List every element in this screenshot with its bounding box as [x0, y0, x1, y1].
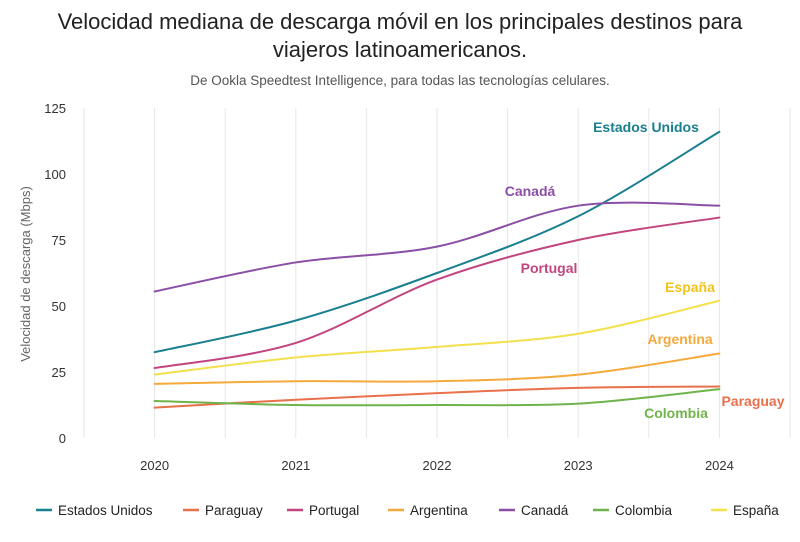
chart-title-line-1: Velocidad mediana de descarga móvil en l…	[57, 9, 743, 34]
y-tick-label: 0	[59, 431, 66, 446]
annotation-paraguay: Paraguay	[721, 393, 784, 409]
legend-label-colombia: Colombia	[615, 503, 673, 518]
annotation-espana: España	[665, 279, 715, 295]
x-tick-label: 2022	[423, 458, 452, 473]
annotation-colombia: Colombia	[644, 405, 708, 421]
y-tick-label: 25	[52, 365, 66, 380]
x-tick-label: 2021	[281, 458, 310, 473]
legend: Estados Unidos Paraguay Portugal Argentina C…	[36, 503, 779, 518]
legend-label-portugal: Portugal	[309, 503, 359, 518]
legend-label-espana: España	[733, 503, 779, 518]
y-tick-label: 100	[44, 167, 66, 182]
series-annotations: Estados Unidos Canadá Portugal España Argent…	[505, 119, 785, 421]
y-tick-label: 75	[52, 233, 66, 248]
legend-label-argentina: Argentina	[410, 503, 468, 518]
axis-ticks: 0 25 50 75 100 125 2020 2021 2022 2023 2024	[44, 101, 734, 473]
series-line-estados-unidos	[153, 130, 721, 354]
y-axis-label: Velocidad de descarga (Mbps)	[18, 186, 33, 362]
legend-label-estados-unidos: Estados Unidos	[58, 503, 153, 518]
series-line-argentina	[153, 352, 721, 385]
legend-label-paraguay: Paraguay	[205, 503, 263, 518]
series-lines	[153, 130, 721, 409]
annotation-argentina: Argentina	[647, 331, 713, 347]
annotation-estados-unidos: Estados Unidos	[593, 119, 699, 135]
legend-label-canada: Canadá	[521, 503, 569, 518]
chart-title-line-2: viajeros latinoamericanos.	[272, 37, 528, 62]
chart-subtitle: De Ookla Speedtest Intelligence, para to…	[190, 73, 610, 88]
series-line-colombia	[153, 388, 721, 407]
y-tick-label: 50	[52, 299, 66, 314]
series-line-espana	[153, 299, 721, 376]
chart-title: Velocidad mediana de descarga móvil en l…	[0, 8, 800, 64]
x-tick-label: 2024	[705, 458, 734, 473]
series-line-portugal	[153, 216, 721, 370]
y-tick-label: 125	[44, 101, 66, 116]
x-tick-label: 2023	[564, 458, 593, 473]
annotation-canada: Canadá	[505, 183, 556, 199]
series-line-canada	[153, 201, 721, 293]
annotation-portugal: Portugal	[521, 260, 578, 276]
x-tick-label: 2020	[140, 458, 169, 473]
grid-lines	[83, 108, 791, 438]
series-line-paraguay	[153, 385, 721, 409]
